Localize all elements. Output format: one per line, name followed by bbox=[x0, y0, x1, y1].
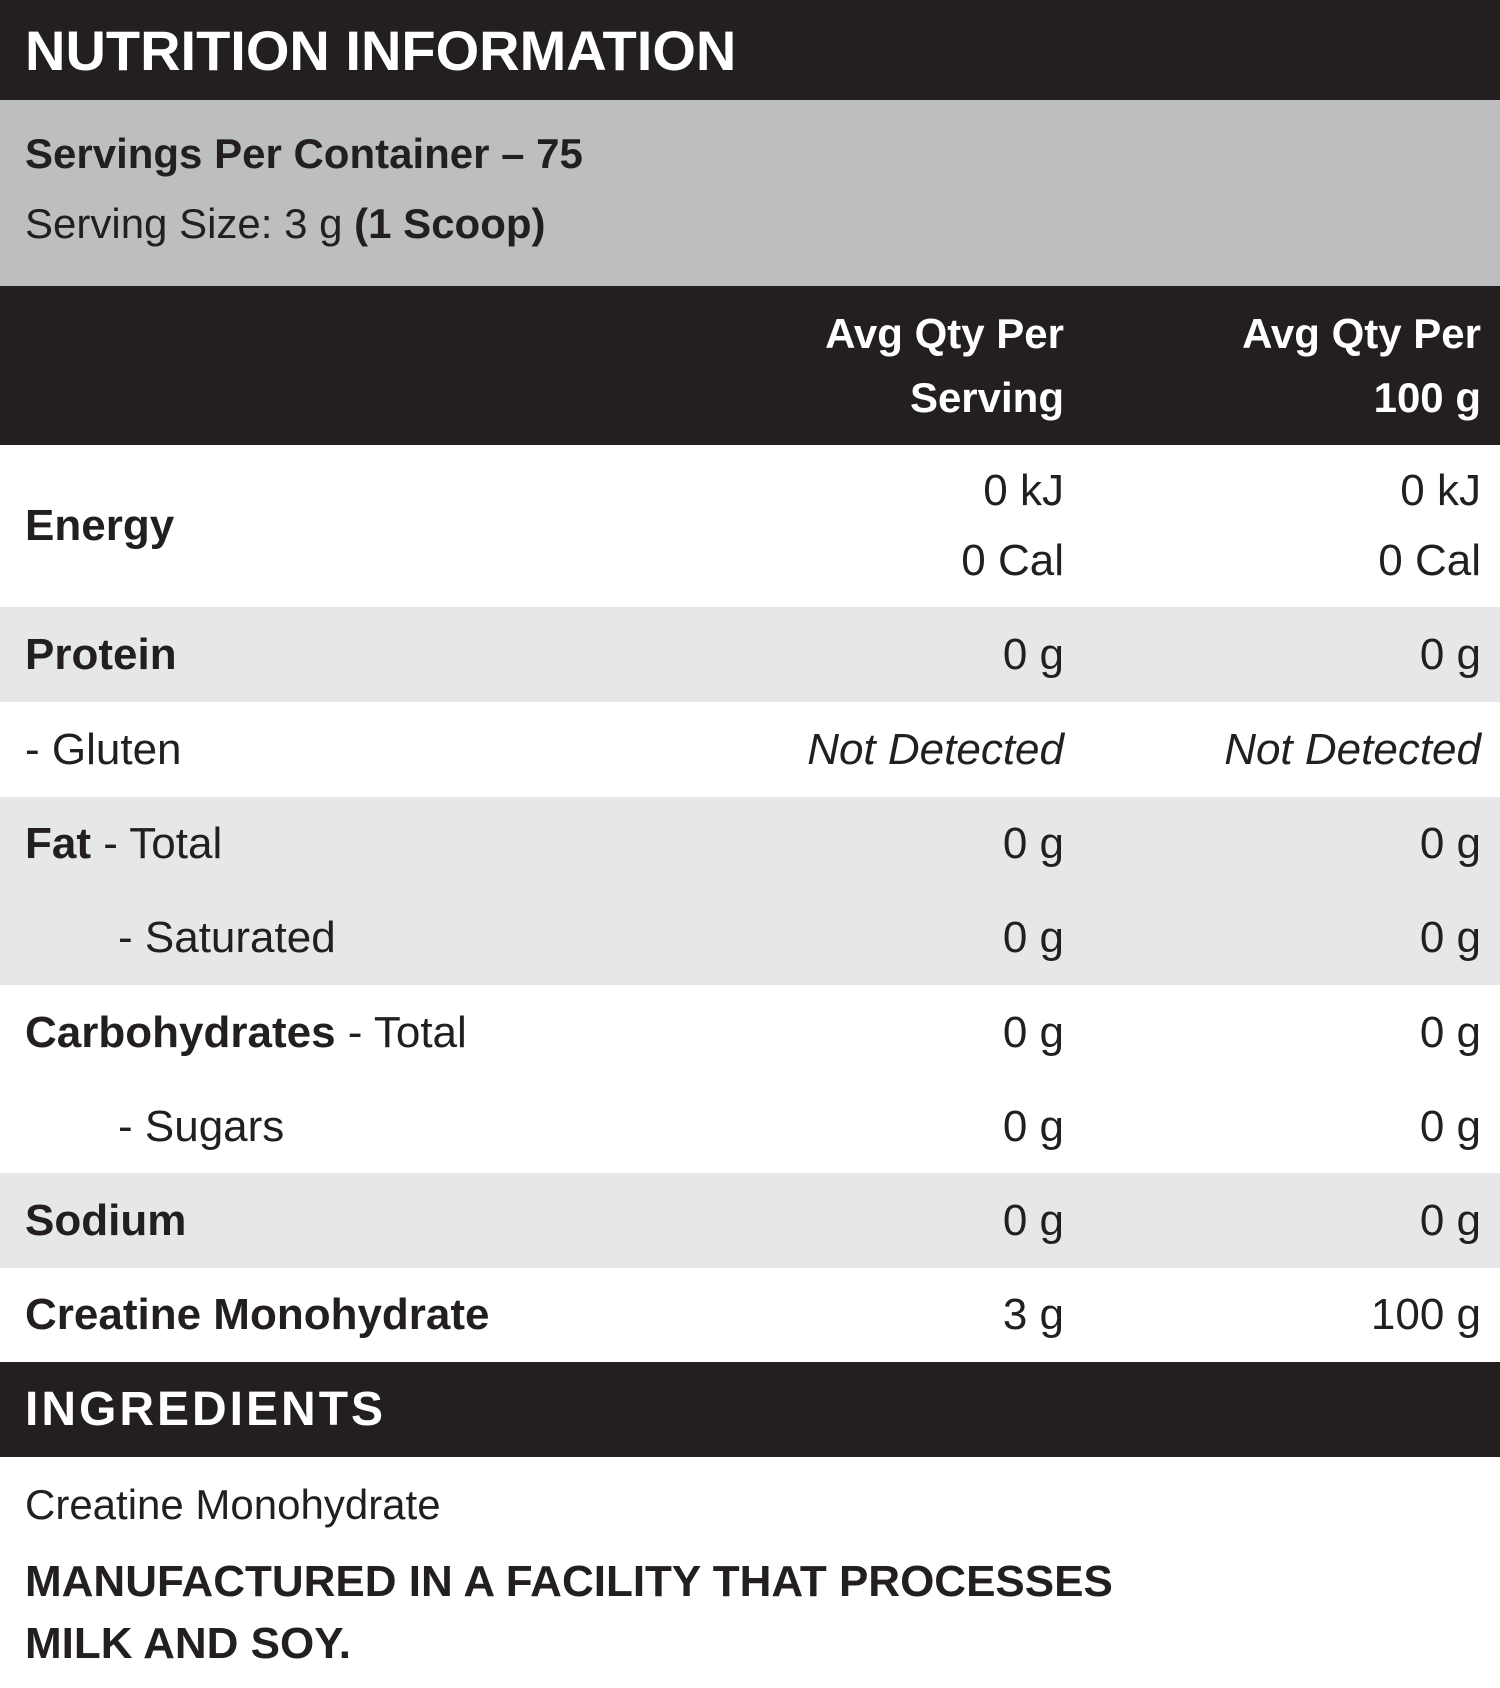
column-header-per-serving: Avg Qty Per Serving bbox=[624, 302, 1064, 430]
row-label: Creatine Monohydrate bbox=[0, 1289, 624, 1341]
value-per-100g: 0 kJ 0 Cal bbox=[1064, 456, 1500, 596]
row-label-bold: Carbohydrates bbox=[25, 1007, 336, 1057]
table-row-protein: Protein 0 g 0 g bbox=[0, 607, 1500, 702]
value-per-serving: Not Detected bbox=[807, 724, 1064, 774]
per-serving-header-line2: Serving bbox=[909, 373, 1064, 421]
row-label: Sodium bbox=[0, 1195, 624, 1247]
value-per-100g: 0 g bbox=[1419, 912, 1481, 962]
table-row-creatine-monohydrate: Creatine Monohydrate 3 g 100 g bbox=[0, 1268, 1500, 1362]
row-label: Fat - Total bbox=[0, 818, 624, 870]
serving-size-text: Serving Size: 3 g bbox=[25, 200, 355, 247]
value-per-100g: 0 g bbox=[1419, 1101, 1481, 1151]
row-label: Carbohydrates - Total bbox=[0, 1007, 624, 1059]
ingredients-header: INGREDIENTS bbox=[0, 1362, 1500, 1457]
allergen-notice: MANUFACTURED IN A FACILITY THAT PROCESSE… bbox=[25, 1557, 1113, 1668]
row-label: - Gluten bbox=[0, 724, 624, 776]
row-label-rest: - Saturated bbox=[118, 912, 336, 962]
value-per-100g: 0 g bbox=[1419, 818, 1481, 868]
row-label: - Sugars bbox=[0, 1101, 624, 1153]
row-label-bold: Creatine Monohydrate bbox=[25, 1290, 490, 1339]
value-line: 0 Cal bbox=[1378, 536, 1481, 585]
row-label: - Saturated bbox=[0, 912, 624, 964]
per-serving-header-line1: Avg Qty Per bbox=[825, 309, 1064, 357]
table-row-fat-total: Fat - Total 0 g 0 g bbox=[0, 797, 1500, 890]
value-per-serving: 3 g bbox=[1002, 1290, 1064, 1339]
nutrition-information-title: NUTRITION INFORMATION bbox=[25, 18, 737, 82]
row-label: Energy bbox=[0, 500, 624, 552]
value-per-serving: 0 g bbox=[1002, 629, 1064, 679]
serving-size-scoop: (1 Scoop) bbox=[354, 200, 546, 247]
value-per-100g: 0 g bbox=[1419, 1195, 1481, 1245]
table-row-fat-saturated: - Saturated 0 g 0 g bbox=[0, 890, 1500, 985]
table-row-gluten: - Gluten Not Detected Not Detected bbox=[0, 702, 1500, 797]
ingredient-list: Creatine Monohydrate bbox=[25, 1481, 441, 1528]
servings-per-container: Servings Per Container – 75 bbox=[25, 130, 583, 177]
table-row-sodium: Sodium 0 g 0 g bbox=[0, 1173, 1500, 1268]
table-row-energy: Energy 0 kJ 0 Cal 0 kJ 0 Cal bbox=[0, 445, 1500, 607]
value-line: 0 Cal bbox=[961, 536, 1064, 585]
table-row-carbohydrates-total: Carbohydrates - Total 0 g 0 g bbox=[0, 985, 1500, 1080]
value-per-serving: 0 g bbox=[1002, 1101, 1064, 1151]
row-label-bold: Fat bbox=[25, 818, 91, 868]
value-per-serving: 0 g bbox=[1002, 912, 1064, 962]
value-per-100g: 0 g bbox=[1419, 1007, 1481, 1057]
serving-size: Serving Size: 3 g (1 Scoop) bbox=[25, 200, 1500, 248]
value-line: 0 kJ bbox=[983, 466, 1064, 515]
row-label-rest: - Total bbox=[335, 1007, 467, 1057]
ingredients-title: INGREDIENTS bbox=[25, 1383, 387, 1436]
serving-info-section: Servings Per Container – 75 Serving Size… bbox=[0, 100, 1500, 286]
row-label-rest: - Total bbox=[91, 818, 223, 868]
column-header-per-100g: Avg Qty Per 100 g bbox=[1064, 302, 1500, 430]
table-column-header: Avg Qty Per Serving Avg Qty Per 100 g bbox=[0, 286, 1500, 445]
row-label: Protein bbox=[0, 629, 624, 681]
value-per-serving: 0 g bbox=[1002, 1007, 1064, 1057]
value-line: 0 kJ bbox=[1400, 466, 1481, 515]
row-label-rest: - Sugars bbox=[118, 1101, 285, 1151]
value-per-serving: 0 g bbox=[1002, 1195, 1064, 1245]
value-per-100g: 100 g bbox=[1370, 1290, 1481, 1339]
row-label-bold: Sodium bbox=[25, 1195, 187, 1245]
ingredients-section: Creatine Monohydrate MANUFACTURED IN A F… bbox=[0, 1457, 1500, 1675]
table-row-sugars: - Sugars 0 g 0 g bbox=[0, 1080, 1500, 1173]
row-label-bold: Protein bbox=[25, 629, 177, 679]
value-per-100g: Not Detected bbox=[1224, 724, 1481, 774]
row-label-rest: - Gluten bbox=[25, 724, 182, 774]
row-label-bold: Energy bbox=[25, 501, 175, 550]
per-100g-header-line2: 100 g bbox=[1373, 373, 1481, 421]
value-per-serving: 0 kJ 0 Cal bbox=[624, 456, 1064, 596]
per-100g-header-line1: Avg Qty Per bbox=[1242, 309, 1481, 357]
value-per-serving: 0 g bbox=[1002, 818, 1064, 868]
value-per-100g: 0 g bbox=[1419, 629, 1481, 679]
nutrition-information-header: NUTRITION INFORMATION bbox=[0, 0, 1500, 100]
